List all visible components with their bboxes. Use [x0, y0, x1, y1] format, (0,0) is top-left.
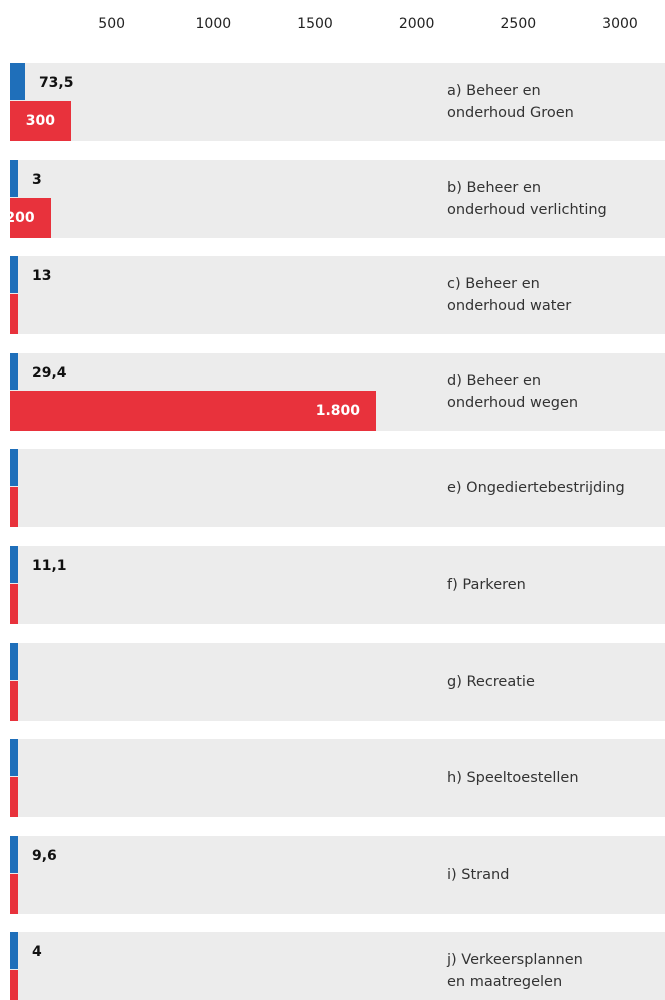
red-bar [10, 777, 18, 818]
row-band [10, 932, 665, 1000]
red-bar [10, 390, 376, 431]
value-label: 73,5 [38, 75, 74, 91]
value-label: 11,1 [32, 558, 67, 574]
blue-bar [10, 63, 25, 100]
category-label: c) Beheer en onderhoud water [447, 276, 572, 315]
blue-bar [10, 642, 18, 680]
blue-bar [10, 159, 18, 197]
x-tick-label: 2000 [398, 16, 435, 32]
red-bar [10, 294, 18, 335]
row-band [10, 256, 665, 335]
red-bar [10, 487, 18, 528]
category-label: g) Recreatie [447, 673, 535, 690]
category-label: d) Beheer en onderhoud wegen [447, 372, 579, 411]
red-bar [10, 584, 18, 624]
red-bar [10, 680, 18, 721]
blue-bar [10, 449, 18, 487]
blue-bar [10, 932, 18, 970]
category-label: h) Speeltoestellen [447, 770, 579, 787]
x-tick-label: 3000 [602, 16, 638, 32]
value-label: 3 [32, 171, 42, 188]
red-bar [10, 970, 18, 1000]
value-label: 1.800 [315, 402, 360, 419]
x-tick-label: 500 [98, 16, 126, 32]
x-tick-label: 1000 [195, 16, 232, 32]
category-label: i) Strand [447, 866, 510, 883]
x-tick-label: 1500 [297, 16, 333, 32]
category-label: b) Beheer en onderhoud verlichting [447, 179, 607, 218]
blue-bar [10, 256, 18, 294]
category-label: f) Parkeren [447, 577, 526, 593]
red-bar [10, 197, 51, 238]
row-band [10, 835, 665, 914]
value-label: 4 [32, 944, 42, 961]
row-band [10, 546, 665, 624]
blue-bar [10, 352, 18, 390]
category-label: a) Beheer en onderhoud Groen [447, 83, 574, 121]
blue-bar [10, 739, 18, 777]
row-band [10, 739, 665, 818]
category-label: j) Verkeersplannen en maatregelen [447, 952, 583, 991]
row-band [10, 63, 665, 141]
row-band [10, 159, 665, 238]
value-label: 300 [25, 113, 55, 129]
red-bar [10, 101, 71, 141]
row-band [10, 449, 665, 528]
category-label: e) Ongediertebestrijding [447, 480, 625, 497]
x-tick-label: 2500 [500, 16, 537, 32]
blue-bar [10, 546, 18, 583]
value-label: 29,4 [32, 364, 67, 381]
value-label: 13 [32, 268, 52, 285]
value-label: 9,6 [32, 847, 57, 864]
value-label: 200 [5, 209, 35, 226]
blue-bar [10, 835, 18, 873]
row-band [10, 642, 665, 721]
red-bar [10, 873, 18, 914]
